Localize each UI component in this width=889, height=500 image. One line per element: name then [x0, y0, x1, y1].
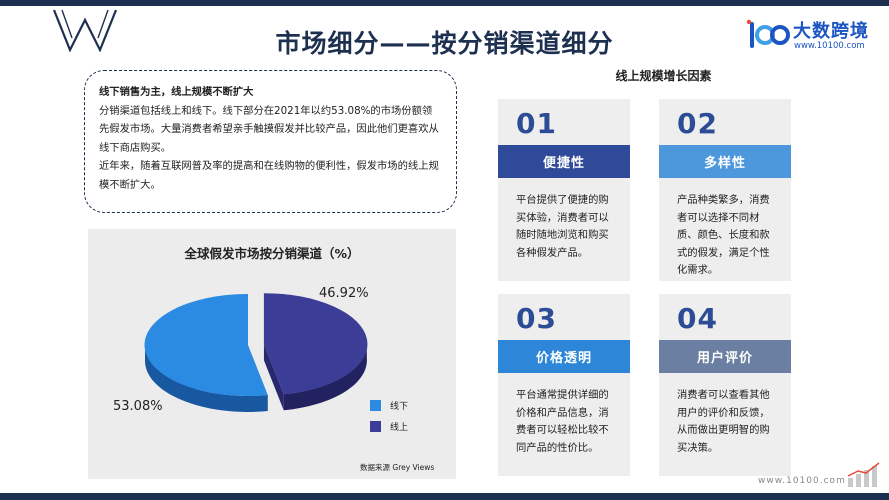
legend-swatch [370, 400, 381, 411]
factors-title: 线上规模增长因素 [615, 69, 712, 83]
factor-heading: 用户评价 [659, 340, 791, 373]
factor-heading: 多样性 [659, 145, 791, 178]
summary-paragraph-1: 分销渠道包括线上和线下。线下部分在2021年以约53.08%的市场份额领先假发市… [99, 104, 439, 154]
legend-label: 线下 [390, 402, 409, 412]
brand-logo: 大数跨境 www.10100.com [746, 16, 876, 56]
pie-slice-cut [263, 344, 284, 411]
factor-card: 02 多样性产品种类繁多，消费者可以选择不同材质、颜色、长度和款式的假发，满足个性… [659, 99, 791, 281]
growth-chart-icon [847, 462, 880, 487]
legend-swatch [370, 421, 381, 432]
factor-number: 01 [516, 107, 557, 140]
factor-card: 01 便捷性平台提供了便捷的购买体验，消费者可以随时随地浏览和购买各种假发产品。 [498, 99, 630, 281]
watermark: www.10100.com [758, 476, 846, 486]
pie-slice-top [144, 293, 268, 396]
data-label-1: 46.92% [319, 286, 369, 301]
chart-source: 数据来源 Grey Views [360, 463, 435, 472]
factor-number: 04 [677, 302, 718, 335]
brand-name: 大数跨境 [793, 21, 869, 42]
factor-number: 03 [516, 302, 557, 335]
pie-chart [144, 293, 368, 412]
factor-description: 平台提供了便捷的购买体验，消费者可以随时随地浏览和购买各种假发产品。 [516, 194, 609, 259]
chart-title: 全球假发市场按分销渠道（%） [184, 246, 360, 261]
pie-slice-side [145, 344, 268, 412]
pie-slice-online [263, 293, 368, 411]
pie-slice-side [283, 341, 367, 411]
bottom-bar [0, 493, 889, 500]
factor-heading: 价格透明 [498, 340, 630, 373]
factor-heading: 便捷性 [498, 145, 630, 178]
factor-description: 平台通常提供详细的价格和产品信息，消费者可以轻松比较不同产品的性价比。 [516, 389, 609, 454]
data-label-0: 53.08% [113, 399, 163, 414]
page-title: 市场细分——按分销渠道细分 [275, 29, 614, 58]
w-logo-icon [52, 9, 118, 52]
factor-description: 产品种类繁多，消费者可以选择不同材质、颜色、长度和款式的假发，满足个性化需求。 [677, 194, 770, 276]
pie-slice-offline [144, 293, 268, 412]
brand-mark-icon [746, 19, 790, 48]
factor-card: 03 价格透明平台通常提供详细的价格和产品信息，消费者可以轻松比较不同产品的性价比… [498, 294, 630, 476]
legend-label: 线上 [390, 423, 409, 433]
summary-box: 线下销售为主，线上规模不断扩大 分销渠道包括线上和线下。线下部分在2021年以约… [84, 70, 457, 213]
factor-card: 04 用户评价消费者可以查看其他用户的评价和反馈，从而做出更明智的购买决策。 [659, 294, 791, 476]
top-bar [0, 0, 889, 6]
brand-url: www.10100.com [794, 41, 865, 51]
pie-chart-panel: 全球假发市场按分销渠道（%） 线下线上 53.08% 46.92% 数据来源 Gr… [88, 229, 456, 479]
summary-heading: 线下销售为主，线上规模不断扩大 [99, 86, 254, 98]
factor-number: 02 [677, 107, 718, 140]
factor-description: 消费者可以查看其他用户的评价和反馈，从而做出更明智的购买决策。 [677, 389, 770, 454]
summary-paragraph-2: 近年来，随着互联网普及率的提高和在线购物的便利性，假发市场的线上规模不断扩大。 [99, 160, 439, 191]
pie-slice-top [263, 293, 368, 395]
